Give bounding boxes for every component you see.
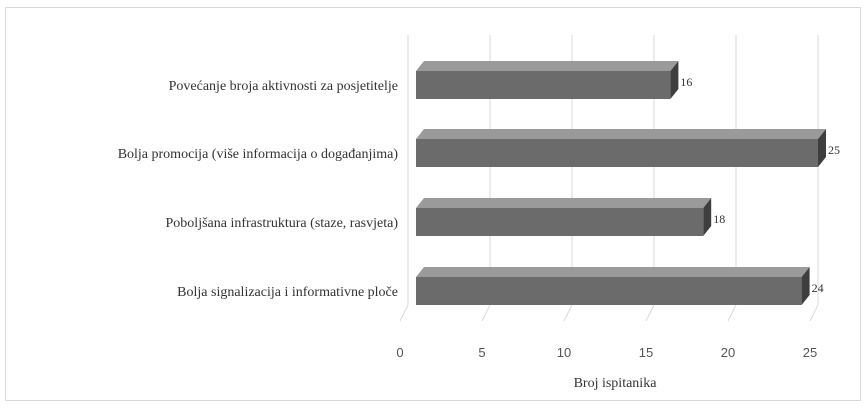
bar-side-face	[670, 61, 679, 99]
bar-0	[416, 61, 679, 99]
data-label-3: 24	[812, 281, 824, 295]
bar-front-face	[416, 277, 802, 305]
x-tick-label-25: 25	[803, 345, 817, 360]
x-tick-label-20: 20	[721, 345, 735, 360]
bar-2	[416, 198, 712, 236]
x-axis-title: Broj ispitanika	[574, 376, 658, 391]
bar-top-face	[416, 267, 810, 277]
bar-top-face	[416, 198, 712, 208]
bar-front-face	[416, 139, 818, 167]
data-label-0: 16	[680, 75, 692, 89]
bar-side-face	[818, 129, 826, 167]
bar-side-face	[801, 267, 810, 305]
bar-top-face	[416, 61, 679, 71]
category-label-2: Poboljšana infrastruktura (staze, rasvje…	[166, 216, 399, 231]
bar-side-face	[703, 198, 712, 236]
x-tick-label-15: 15	[639, 345, 653, 360]
gridline-floor-20	[727, 304, 737, 322]
gridline-floor-5	[481, 304, 491, 322]
bars	[416, 61, 826, 305]
bar-3	[416, 267, 810, 305]
category-labels: Povećanje broja aktivnosti za posjetitel…	[118, 79, 399, 300]
category-label-0: Povećanje broja aktivnosti za posjetitel…	[169, 79, 398, 94]
gridline-floor-0	[399, 304, 409, 322]
value-labels: 16 25 18 24	[680, 75, 840, 295]
category-label-3: Bolja signalizacija i informativne ploče	[177, 285, 398, 300]
gridline-floor-15	[645, 304, 655, 322]
category-label-1: Bolja promocija (više informacija o doga…	[118, 147, 399, 162]
bar-front-face	[416, 71, 671, 99]
x-tick-label-5: 5	[478, 345, 485, 360]
x-tick-labels: 0 5 10 15 20 25	[396, 345, 817, 360]
x-tick-label-10: 10	[557, 345, 571, 360]
bar-top-face	[416, 129, 826, 139]
bar-1	[416, 129, 826, 167]
bar-front-face	[416, 208, 704, 236]
data-label-2: 18	[713, 212, 725, 226]
data-label-1: 25	[828, 143, 840, 157]
gridline-floor-25	[809, 304, 819, 322]
gridline-floor-10	[563, 304, 573, 322]
x-tick-label-0: 0	[396, 345, 403, 360]
